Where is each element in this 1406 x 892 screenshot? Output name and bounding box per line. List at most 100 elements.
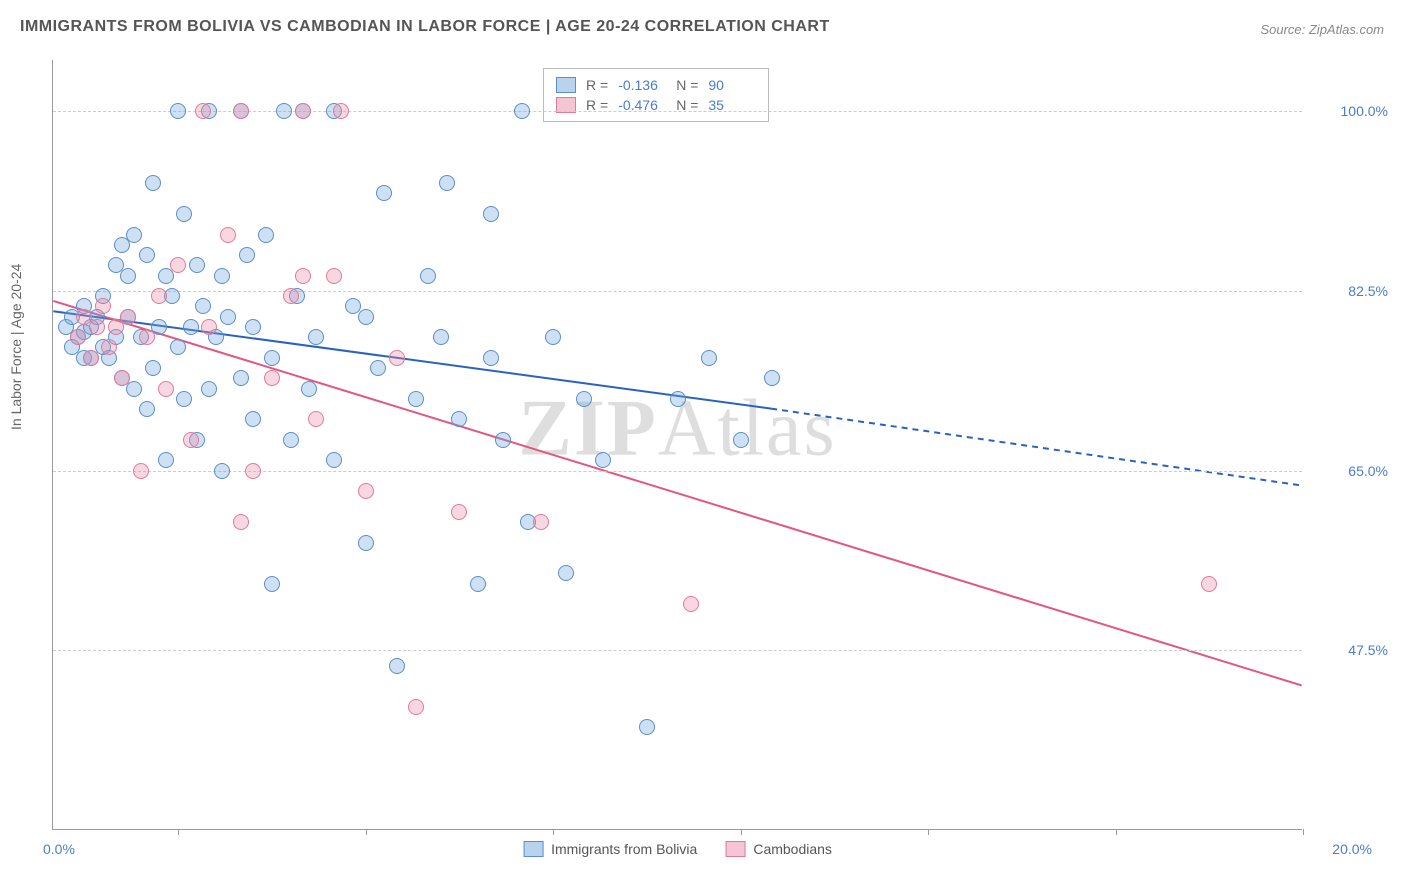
data-point [145,360,161,376]
data-point [170,339,186,355]
data-point [245,319,261,335]
data-point [101,339,117,355]
data-point [133,463,149,479]
gridline [53,650,1302,651]
y-tick-label: 82.5% [1348,283,1388,299]
data-point [545,329,561,345]
data-point [683,596,699,612]
gridline [53,471,1302,472]
trend-line [771,409,1302,486]
data-point [358,535,374,551]
data-point [408,699,424,715]
data-point [483,206,499,222]
data-point [158,452,174,468]
legend-swatch [725,841,745,857]
data-point [276,103,292,119]
data-point [295,103,311,119]
data-point [533,514,549,530]
plot-area: ZIPAtlas R =-0.136N =90R =-0.476N =35 0.… [52,60,1302,830]
data-point [389,350,405,366]
data-point [389,658,405,674]
data-point [145,175,161,191]
data-point [183,432,199,448]
data-point [158,381,174,397]
data-point [295,268,311,284]
data-point [245,411,261,427]
x-tick [741,829,742,835]
data-point [576,391,592,407]
data-point [83,350,99,366]
data-point [176,391,192,407]
data-point [233,514,249,530]
data-point [283,432,299,448]
data-point [126,381,142,397]
data-point [195,298,211,314]
data-point [114,370,130,386]
legend-r-value: -0.136 [618,77,666,93]
data-point [233,370,249,386]
data-point [95,298,111,314]
chart-title: IMMIGRANTS FROM BOLIVIA VS CAMBODIAN IN … [20,18,830,36]
correlation-legend: R =-0.136N =90R =-0.476N =35 [543,68,769,122]
data-point [764,370,780,386]
x-tick [1303,829,1304,835]
data-point [483,350,499,366]
data-point [595,452,611,468]
data-point [470,576,486,592]
data-point [451,504,467,520]
legend-label: Cambodians [753,841,832,857]
legend-r-label: R = [586,77,608,93]
y-axis-label: In Labor Force | Age 20-24 [8,264,24,430]
data-point [214,463,230,479]
data-point [195,103,211,119]
data-point [258,227,274,243]
data-point [639,719,655,735]
data-point [120,268,136,284]
data-point [139,401,155,417]
data-point [420,268,436,284]
data-point [1201,576,1217,592]
data-point [308,411,324,427]
data-point [264,576,280,592]
data-point [220,309,236,325]
legend-item: Immigrants from Bolivia [523,841,697,857]
data-point [264,350,280,366]
data-point [701,350,717,366]
data-point [308,329,324,345]
data-point [201,381,217,397]
x-tick [553,829,554,835]
data-point [408,391,424,407]
data-point [89,319,105,335]
data-point [358,483,374,499]
data-point [233,103,249,119]
data-point [433,329,449,345]
y-tick-label: 65.0% [1348,463,1388,479]
x-axis-min-label: 0.0% [43,841,75,857]
legend-label: Immigrants from Bolivia [551,841,697,857]
data-point [558,565,574,581]
data-point [220,227,236,243]
data-point [189,257,205,273]
x-tick [178,829,179,835]
data-point [139,329,155,345]
data-point [245,463,261,479]
x-axis-max-label: 20.0% [1332,841,1372,857]
data-point [120,309,136,325]
data-point [439,175,455,191]
source-attribution: Source: ZipAtlas.com [1260,22,1384,37]
data-point [733,432,749,448]
gridline [53,291,1302,292]
data-point [495,432,511,448]
legend-n-label: N = [676,77,698,93]
data-point [139,247,155,263]
data-point [326,452,342,468]
data-point [670,391,686,407]
y-tick-label: 100.0% [1341,103,1388,119]
x-tick [366,829,367,835]
y-tick-label: 47.5% [1348,642,1388,658]
data-point [170,257,186,273]
legend-item: Cambodians [725,841,832,857]
data-point [451,411,467,427]
trend-line [53,301,1301,686]
data-point [370,360,386,376]
